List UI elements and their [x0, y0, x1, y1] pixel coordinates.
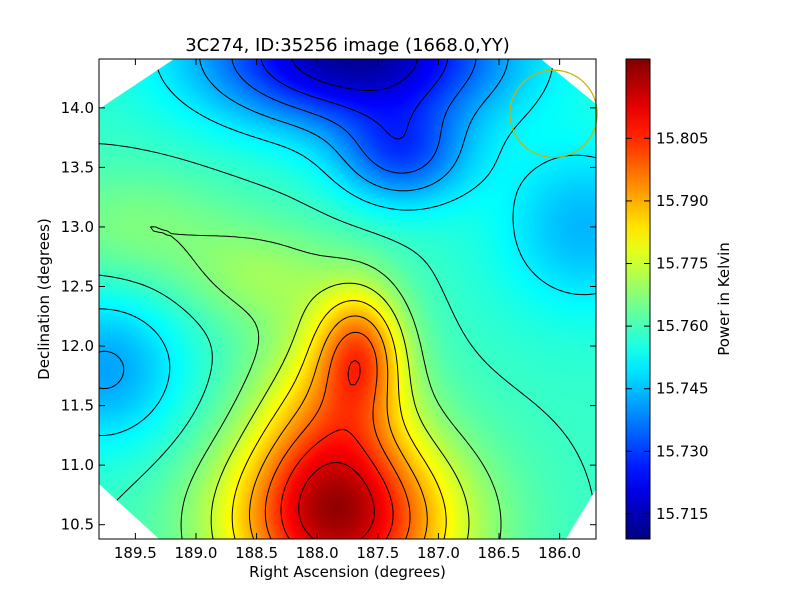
x-tick-label: 187.0: [417, 544, 460, 562]
y-tick-label: 13.0: [61, 218, 94, 236]
contour-line: [249, 315, 428, 539]
x-tick-label: 188.0: [296, 544, 339, 562]
colorbar-tick-label: 15.745: [656, 380, 709, 398]
contour-line: [291, 59, 418, 91]
contour-line: [280, 359, 394, 539]
contour-lines: [99, 59, 596, 539]
colorbar-ticks: 15.715 15.730 15.745 15.760 15.775 15.790 15.8…: [626, 129, 709, 523]
contour-line: [99, 59, 509, 390]
heatmap-image: [99, 59, 596, 539]
contour-line: [231, 59, 477, 174]
colorbar-tick-label: 15.760: [656, 317, 709, 335]
colorbar-gradient: [625, 58, 651, 540]
axes-frame: [98, 58, 597, 540]
colorbar-tick-label: 15.730: [656, 442, 709, 460]
contour-line: [298, 462, 375, 539]
x-tick-label: 189.5: [114, 544, 157, 562]
colorbar-tick-label: 15.775: [656, 255, 709, 273]
colorbar: 15.715 15.730 15.745 15.760 15.775 15.790 15.8…: [625, 58, 733, 540]
y-tick-label: 10.5: [61, 516, 94, 534]
y-tick-label: 11.0: [61, 456, 94, 474]
y-tick-label: 12.0: [61, 337, 94, 355]
x-tick-label: 187.5: [356, 544, 399, 562]
x-axis-ticks: 189.5 189.0 188.5 188.0 187.5 187.0 186.5 186.0: [114, 59, 581, 562]
y-axis-label: Declination (degrees): [35, 218, 53, 380]
y-tick-label: 13.5: [61, 158, 94, 176]
x-tick-label: 189.0: [174, 544, 217, 562]
y-tick-label: 12.5: [61, 277, 94, 295]
x-tick-label: 188.5: [235, 544, 278, 562]
contour-line: [149, 226, 502, 539]
contour-line: [99, 143, 596, 539]
y-tick-label: 14.0: [61, 99, 94, 117]
chart-title: 3C274, ID:35256 image (1668.0,YY): [185, 35, 510, 56]
heatmap-area: [99, 59, 596, 539]
contour-line: [264, 331, 411, 539]
x-axis-label: Right Ascension (degrees): [249, 563, 446, 581]
x-tick-label: 186.0: [538, 544, 581, 562]
contour-line: [231, 300, 447, 539]
beam-circle: [509, 69, 598, 159]
contour-line: [260, 59, 449, 140]
y-tick-label: 11.5: [61, 397, 94, 415]
colorbar-tick-label: 15.805: [656, 129, 709, 147]
x-tick-label: 186.5: [478, 544, 521, 562]
colorbar-tick-label: 15.790: [656, 192, 709, 210]
y-axis-ticks: 10.5 11.0 11.5 12.0 12.5 13.0 13.5 14.0: [61, 99, 596, 534]
colorbar-label: Power in Kelvin: [715, 242, 733, 356]
contour-line: [210, 282, 470, 539]
colorbar-tick-label: 15.715: [656, 505, 709, 523]
